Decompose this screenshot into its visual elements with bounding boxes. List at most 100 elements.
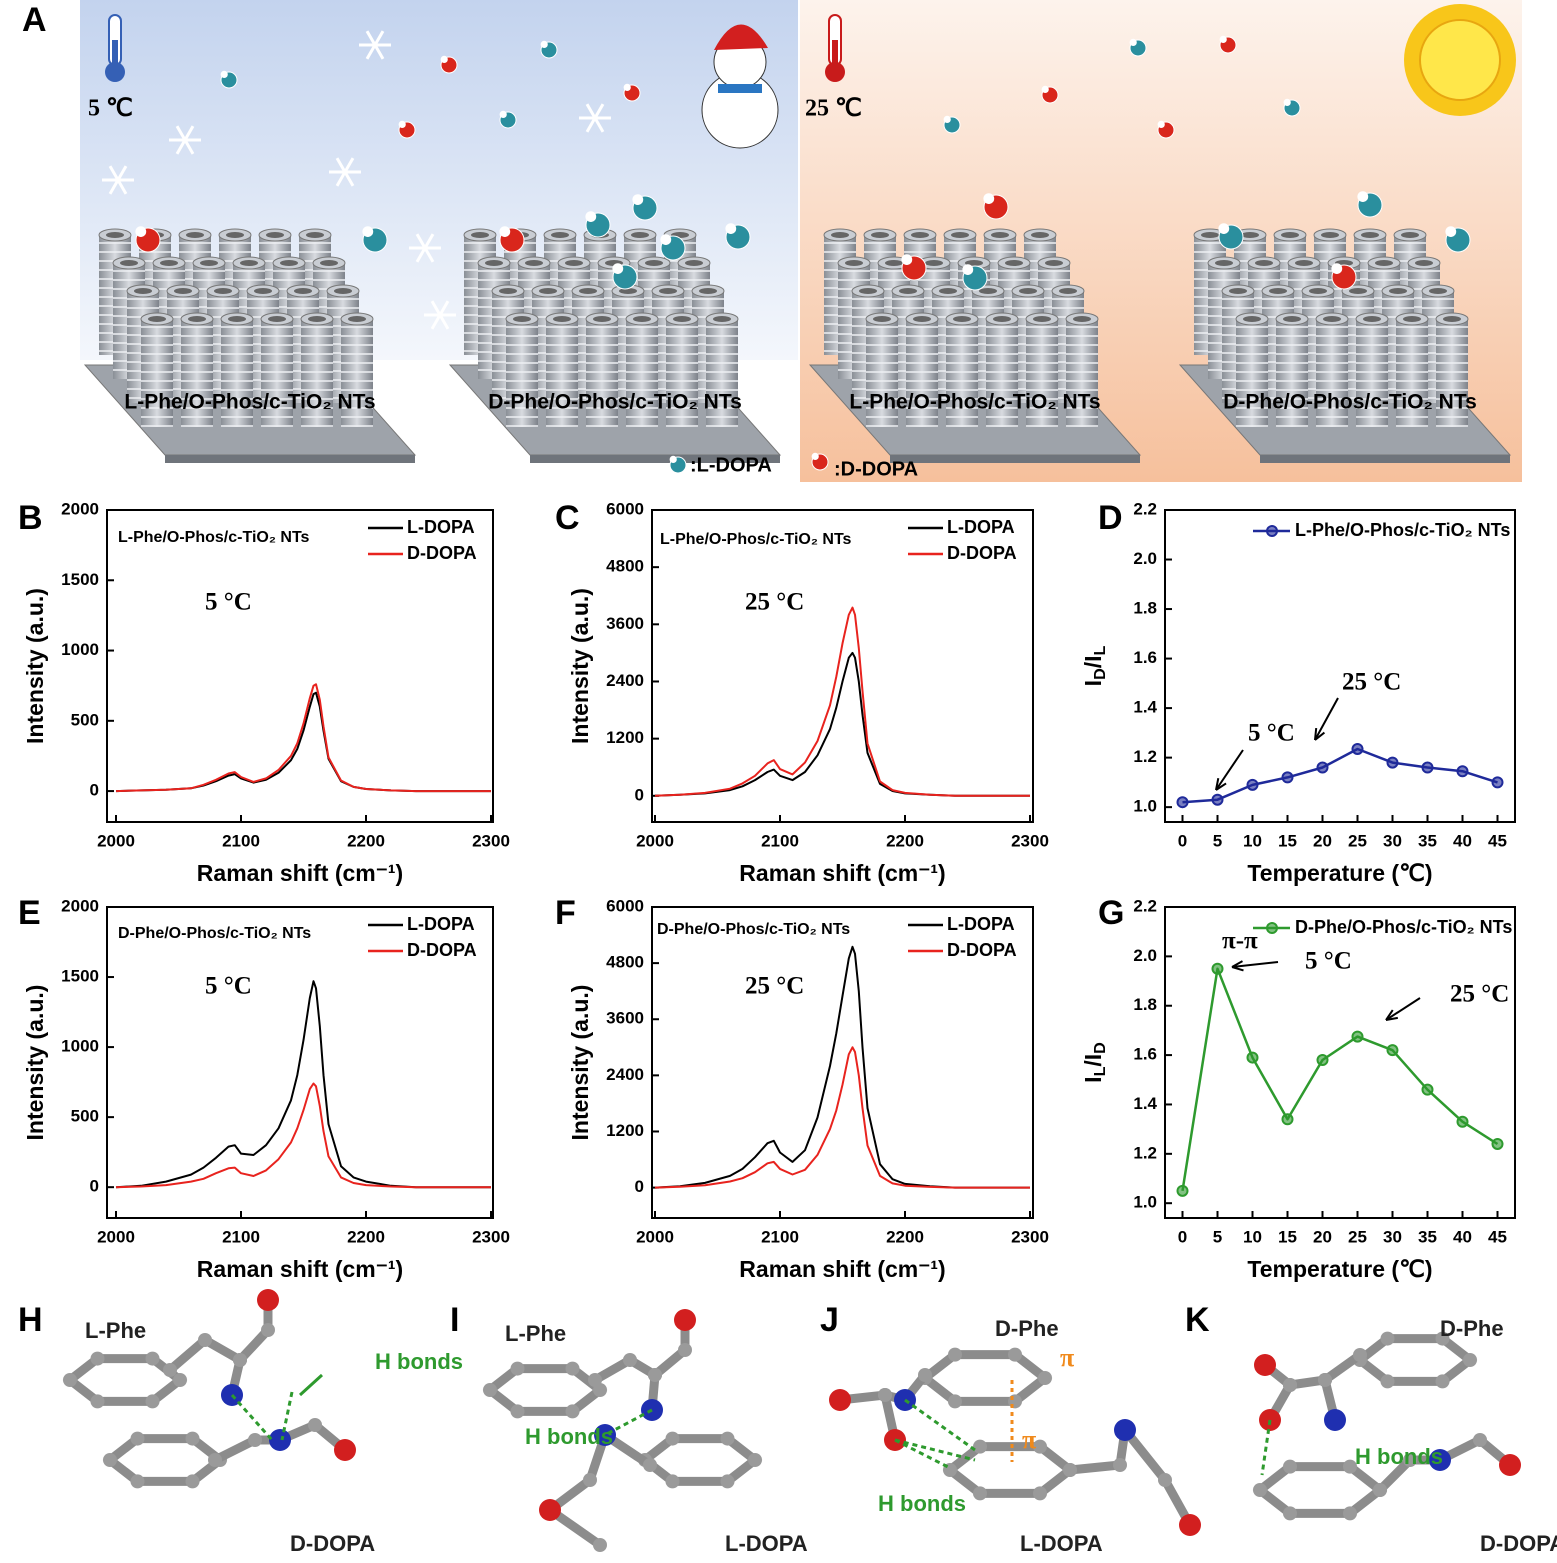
bond [542,1427,653,1549]
panel-label: G [1098,894,1124,932]
molecule-atom [1357,191,1369,203]
x-axis-label: Raman shift (cm⁻¹) [739,1256,945,1282]
ring [917,1350,1053,1406]
nanotube-hole [1443,316,1461,322]
nanotube-hole [280,260,298,266]
nanotube-hole [1349,288,1367,294]
atom [1283,1459,1297,1474]
nanotube-hole [254,288,272,294]
nanotube-hole [226,232,244,238]
data-point [1281,771,1294,784]
molecule-label: D-Phe [995,1316,1059,1341]
atom [208,1453,222,1467]
atom [63,1373,77,1387]
nanotube-hole [1283,316,1301,322]
legend-label: D-DOPA [407,940,477,960]
substrate-edge [890,455,1140,463]
nanotube-hole [1073,316,1091,322]
atom [1283,1506,1297,1521]
data-point [1491,1137,1504,1150]
atom [1253,1483,1267,1497]
nanotube-hole [993,316,1011,322]
atom [334,1439,356,1461]
nanotube [946,319,978,427]
data-point [1421,761,1434,774]
nanotube-hole [1243,316,1261,322]
atom [185,1431,200,1446]
y-tick-label: 3600 [606,614,644,633]
nanotube-hole [266,232,284,238]
atom [720,1474,735,1489]
nanotube-hole [1229,288,1247,294]
y-tick-label: 1.6 [1133,648,1157,667]
substrate-label: L-Phe/O-Phos/c-TiO₂ NTs [124,391,375,414]
annotation: 5 °C [1305,948,1352,975]
nanotube-hole [148,316,166,322]
nanotube-hole [1255,260,1273,266]
x-axis-label: Temperature (℃) [1247,860,1432,886]
chart-subtitle: D-Phe/O-Phos/c-TiO₂ NTs [657,921,850,938]
molecule-atom [901,254,913,265]
arrow-head [1314,727,1326,741]
nanotube-hole [485,260,503,266]
nanotube-hole [913,316,931,322]
y-tick-label: 1.8 [1133,599,1157,618]
x-tick-label: 2300 [472,1227,510,1246]
y-tick-label: 1.0 [1133,797,1157,816]
y-tick-label: 2.0 [1133,549,1157,568]
x-tick-label: 45 [1488,831,1507,850]
nanotube-hole [513,316,531,322]
nanotube [706,319,738,427]
nanotube-hole [899,288,917,294]
nanotube-hole [699,288,717,294]
bond-line [230,1394,274,1441]
atom [665,1474,680,1489]
nanotube-hole [188,316,206,322]
data-point [1491,776,1504,789]
x-tick-label: 2300 [1011,1227,1049,1246]
nanotube-hole [1019,288,1037,294]
data-point [1176,1184,1189,1197]
nanotube-hole [1281,232,1299,238]
atom [1158,1473,1172,1487]
molecule-atom [811,452,819,460]
x-tick-label: 2100 [761,831,799,850]
y-tick-label: 6000 [606,499,644,518]
ring [637,1434,763,1486]
atom [185,1474,200,1489]
series-line [654,651,1030,797]
bond-line [1260,1419,1272,1476]
x-tick-label: 2200 [347,1227,385,1246]
nanotube [1436,319,1468,427]
data-point [1176,796,1189,809]
nanotube-hole [979,288,997,294]
nanotube [986,319,1018,427]
arrow-head [1231,960,1244,972]
atom [973,1439,987,1454]
atom [248,1433,262,1447]
panel-label: I [450,1301,459,1339]
series-line [1182,747,1498,804]
data-point [1351,1030,1364,1043]
atom [1008,1394,1022,1409]
chart-subtitle: D-Phe/O-Phos/c-TiO₂ NTs [118,925,311,942]
nanotube-hole [845,260,863,266]
nanotube-hole [953,316,971,322]
atom [1033,1439,1047,1454]
panel-label: A [22,1,47,39]
nanotube [301,319,333,427]
atom [674,1309,696,1331]
thermometer-bulb [825,62,845,82]
nanotube-hole [551,232,569,238]
nanotube-hole [1389,288,1407,294]
atom [308,1418,322,1432]
atom [130,1474,145,1489]
x-tick-label: 10 [1243,831,1262,850]
x-tick-label: 0 [1178,1227,1187,1246]
nanotube [866,319,898,427]
nanotube-hole [499,288,517,294]
y-tick-label: 2000 [61,896,99,915]
atom [163,1363,177,1377]
plot-frame [1164,906,1516,1219]
nanotube-hole [120,260,138,266]
